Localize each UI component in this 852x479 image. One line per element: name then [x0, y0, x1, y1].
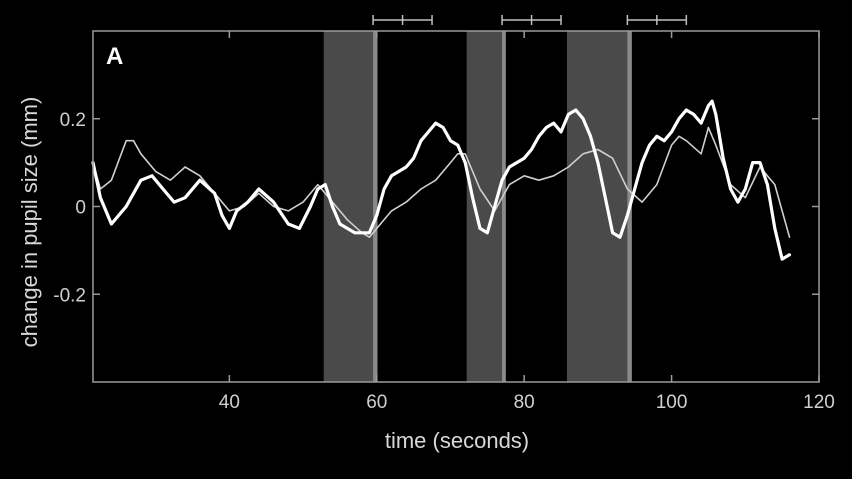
shaded-intervals	[323, 31, 632, 382]
y-tick-label-1: 0	[75, 198, 86, 219]
x-tick-label-120: 120	[803, 392, 835, 413]
shaded-interval-edge-1	[373, 31, 378, 382]
x-axis-title: time (seconds)	[385, 428, 529, 453]
data-series	[91, 99, 792, 261]
range-bars	[372, 15, 688, 25]
x-tick-label-60: 60	[366, 392, 387, 413]
series-line-thin	[92, 126, 791, 238]
panel-label: A	[106, 43, 123, 70]
x-tick-label-40: 40	[219, 392, 240, 413]
y-tick-label-2: -0.2	[53, 285, 86, 306]
series-line-thick	[91, 99, 792, 261]
shaded-interval-3	[566, 31, 632, 382]
axis-ticks: 40 60 80 100 120 0.2 0 -0.2	[53, 31, 835, 413]
y-tick-label-0: 0.2	[60, 110, 86, 131]
shaded-interval-edge-2	[502, 31, 506, 382]
x-tick-label-100: 100	[656, 392, 688, 413]
x-tick-label-80: 80	[514, 392, 535, 413]
y-axis-title: change in pupil size (mm)	[17, 97, 42, 348]
shaded-interval-2	[466, 31, 506, 382]
